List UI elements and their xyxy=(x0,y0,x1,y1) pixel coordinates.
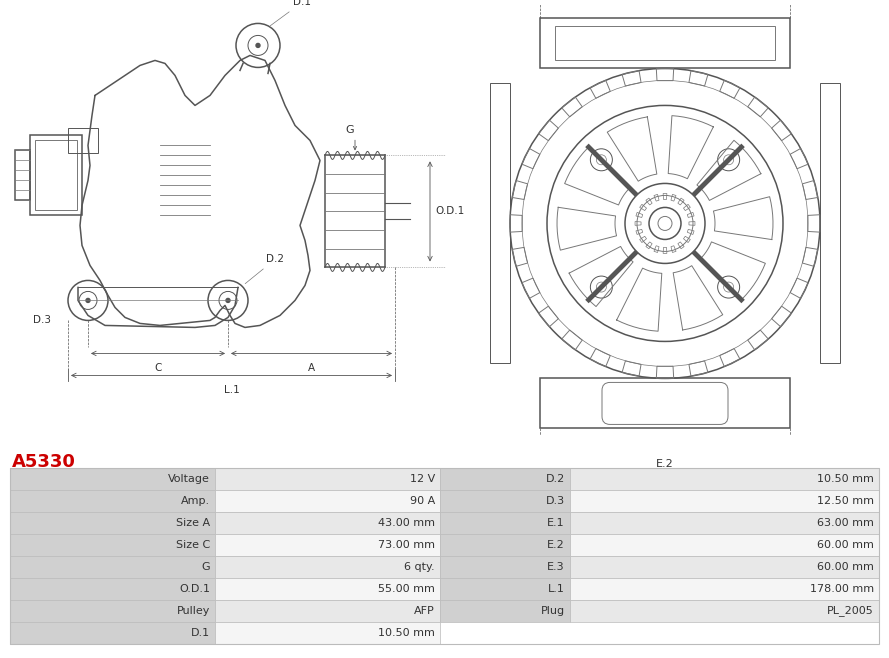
Text: 10.50 mm: 10.50 mm xyxy=(817,474,874,484)
Bar xyxy=(570,578,879,600)
Bar xyxy=(540,378,790,428)
Bar xyxy=(10,578,215,600)
Bar xyxy=(215,534,440,556)
Text: D.1: D.1 xyxy=(270,0,311,26)
Text: Amp.: Amp. xyxy=(180,496,210,506)
Text: Plug: Plug xyxy=(541,606,565,616)
Bar xyxy=(570,512,879,534)
Bar xyxy=(10,600,215,622)
Text: G: G xyxy=(346,126,355,136)
Text: E.1: E.1 xyxy=(548,518,565,528)
Text: 55.00 mm: 55.00 mm xyxy=(378,584,435,594)
Bar xyxy=(440,600,570,622)
Circle shape xyxy=(256,43,260,47)
Bar xyxy=(215,578,440,600)
Bar xyxy=(10,512,215,534)
Text: E.2: E.2 xyxy=(656,459,674,469)
Bar xyxy=(215,622,440,644)
Text: L.1: L.1 xyxy=(549,584,565,594)
Text: L.1: L.1 xyxy=(224,386,239,395)
Bar xyxy=(570,490,879,512)
Text: 90 A: 90 A xyxy=(410,496,435,506)
Text: C: C xyxy=(155,363,162,374)
Bar xyxy=(440,512,570,534)
Bar xyxy=(440,490,570,512)
Text: O.D.1: O.D.1 xyxy=(179,584,210,594)
Text: PL_2005: PL_2005 xyxy=(828,605,874,617)
Text: Pulley: Pulley xyxy=(177,606,210,616)
Bar xyxy=(215,490,440,512)
Text: Size C: Size C xyxy=(176,540,210,550)
Text: E.2: E.2 xyxy=(548,540,565,550)
Text: 178.00 mm: 178.00 mm xyxy=(810,584,874,594)
Text: 12.50 mm: 12.50 mm xyxy=(817,496,874,506)
Text: D.2: D.2 xyxy=(245,255,284,284)
Bar xyxy=(490,84,510,363)
Text: O.D.1: O.D.1 xyxy=(435,207,464,216)
Text: AFP: AFP xyxy=(414,606,435,616)
Text: D.2: D.2 xyxy=(546,474,565,484)
Bar xyxy=(15,151,30,201)
Bar xyxy=(570,600,879,622)
Bar xyxy=(570,556,879,578)
Bar xyxy=(570,468,879,490)
Text: 43.00 mm: 43.00 mm xyxy=(378,518,435,528)
Bar xyxy=(820,84,840,363)
Text: D.3: D.3 xyxy=(546,496,565,506)
Bar xyxy=(10,534,215,556)
Text: D.3: D.3 xyxy=(33,315,51,326)
Text: 63.00 mm: 63.00 mm xyxy=(817,518,874,528)
Text: 73.00 mm: 73.00 mm xyxy=(378,540,435,550)
Bar xyxy=(215,556,440,578)
Text: A: A xyxy=(308,363,315,374)
Text: Voltage: Voltage xyxy=(168,474,210,484)
Bar xyxy=(555,26,775,61)
Bar xyxy=(440,578,570,600)
Bar xyxy=(440,556,570,578)
Bar xyxy=(440,534,570,556)
Bar xyxy=(215,468,440,490)
Text: 12 V: 12 V xyxy=(410,474,435,484)
Bar xyxy=(215,512,440,534)
Bar xyxy=(10,468,215,490)
Bar xyxy=(68,128,98,153)
Text: E.3: E.3 xyxy=(548,562,565,572)
Text: A5330: A5330 xyxy=(12,453,76,471)
Text: 6 qty.: 6 qty. xyxy=(404,562,435,572)
Text: 60.00 mm: 60.00 mm xyxy=(817,562,874,572)
Bar xyxy=(570,534,879,556)
Text: G: G xyxy=(202,562,210,572)
Bar xyxy=(10,556,215,578)
Bar xyxy=(10,622,215,644)
Text: 60.00 mm: 60.00 mm xyxy=(817,540,874,550)
Text: Size A: Size A xyxy=(176,518,210,528)
Bar xyxy=(440,468,570,490)
Circle shape xyxy=(86,299,90,303)
Bar xyxy=(30,136,82,215)
Bar xyxy=(35,140,77,211)
Text: D.1: D.1 xyxy=(191,628,210,638)
Text: 10.50 mm: 10.50 mm xyxy=(378,628,435,638)
Circle shape xyxy=(226,299,230,303)
Bar xyxy=(10,490,215,512)
Bar xyxy=(10,468,879,644)
Bar xyxy=(540,18,790,68)
Bar xyxy=(215,600,440,622)
